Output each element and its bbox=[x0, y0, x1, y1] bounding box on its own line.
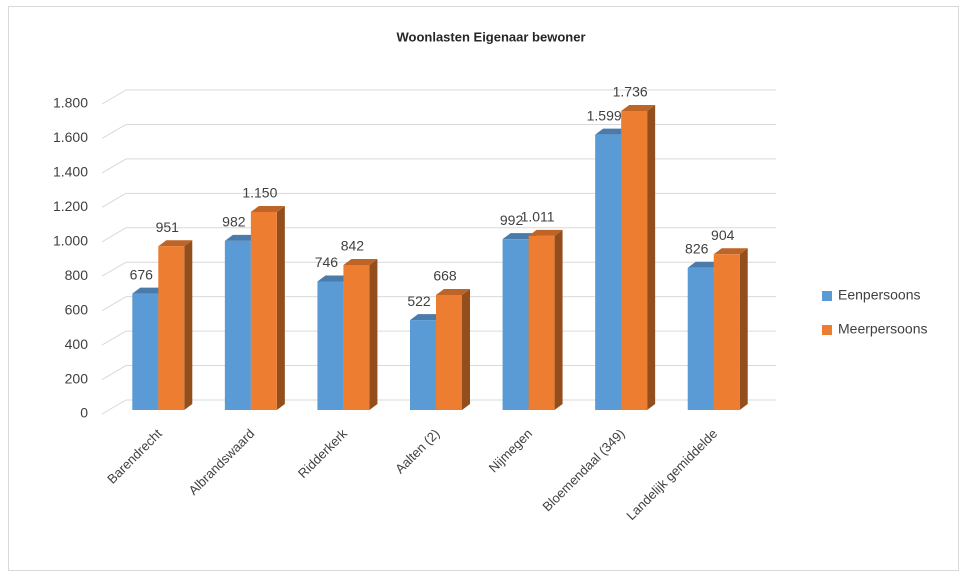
value-label: 1.011 bbox=[521, 209, 555, 225]
y-tick-label: 1.600 bbox=[53, 129, 88, 145]
bar bbox=[528, 235, 555, 410]
bar-side bbox=[184, 240, 193, 410]
bar-top bbox=[250, 205, 285, 212]
value-label: 982 bbox=[222, 214, 246, 230]
grid-line bbox=[101, 365, 127, 380]
chart-title: Woonlasten Eigenaar bewoner bbox=[396, 29, 585, 44]
grid-line bbox=[101, 296, 127, 312]
bar bbox=[502, 239, 529, 410]
value-label: 746 bbox=[315, 254, 339, 270]
bar-top bbox=[595, 128, 630, 135]
grid-line bbox=[101, 124, 127, 139]
bar-side bbox=[369, 258, 378, 410]
y-tick-label: 200 bbox=[65, 370, 89, 386]
y-tick-label: 0 bbox=[80, 405, 88, 421]
bar bbox=[410, 320, 436, 410]
value-label: 992 bbox=[500, 212, 524, 228]
bar-top bbox=[224, 234, 259, 241]
grid-line bbox=[101, 399, 127, 415]
legend-swatch bbox=[822, 291, 832, 301]
value-label: 826 bbox=[685, 240, 709, 256]
value-label: 951 bbox=[156, 219, 180, 235]
value-label: 1.599 bbox=[587, 107, 622, 123]
y-tick-label: 1.800 bbox=[53, 95, 88, 111]
grid-line bbox=[101, 330, 127, 346]
bar-side bbox=[739, 248, 748, 410]
bar-top bbox=[158, 240, 193, 247]
value-label: 676 bbox=[130, 266, 154, 282]
grid-line bbox=[101, 192, 127, 208]
bar-top bbox=[528, 229, 563, 236]
value-label: 668 bbox=[433, 268, 457, 284]
y-tick-label: 400 bbox=[65, 336, 89, 352]
bar-side bbox=[554, 229, 563, 410]
bar-top bbox=[621, 105, 656, 112]
bar-side bbox=[462, 288, 470, 410]
grid-line bbox=[101, 227, 127, 243]
y-tick-label: 1.400 bbox=[53, 164, 88, 180]
bar bbox=[621, 111, 648, 411]
y-tick-label: 1.000 bbox=[53, 232, 88, 248]
bar-top bbox=[132, 287, 167, 294]
grid-line bbox=[101, 89, 127, 105]
value-label: 522 bbox=[407, 293, 431, 309]
bar bbox=[132, 293, 159, 410]
bar bbox=[687, 267, 714, 410]
y-tick-label: 1.200 bbox=[53, 198, 88, 214]
bar bbox=[158, 246, 185, 410]
legend-label: Meerpersoons bbox=[838, 321, 928, 337]
value-label: 904 bbox=[711, 227, 735, 243]
bar-side bbox=[276, 205, 285, 410]
bar bbox=[595, 134, 622, 410]
y-tick-label: 800 bbox=[65, 267, 89, 283]
bar-top bbox=[343, 258, 378, 265]
bar-side bbox=[647, 105, 656, 411]
bar bbox=[713, 254, 740, 410]
legend-swatch bbox=[822, 325, 832, 335]
bar bbox=[250, 211, 277, 410]
grid-line bbox=[101, 158, 127, 174]
bar-top bbox=[436, 288, 470, 295]
value-label: 842 bbox=[341, 238, 365, 254]
bar-top bbox=[317, 275, 352, 282]
bar-top bbox=[687, 261, 722, 268]
grid-line bbox=[101, 261, 127, 277]
value-label: 1.150 bbox=[242, 185, 277, 201]
value-label: 1.736 bbox=[613, 84, 648, 100]
bar bbox=[436, 294, 462, 410]
bar-top bbox=[410, 314, 444, 321]
y-tick-label: 600 bbox=[65, 301, 89, 317]
bar bbox=[224, 240, 251, 410]
legend-label: Eenpersoons bbox=[838, 287, 921, 303]
bar bbox=[343, 264, 370, 410]
bar bbox=[317, 281, 344, 410]
bar-top bbox=[502, 233, 537, 240]
bar-top bbox=[713, 248, 748, 255]
